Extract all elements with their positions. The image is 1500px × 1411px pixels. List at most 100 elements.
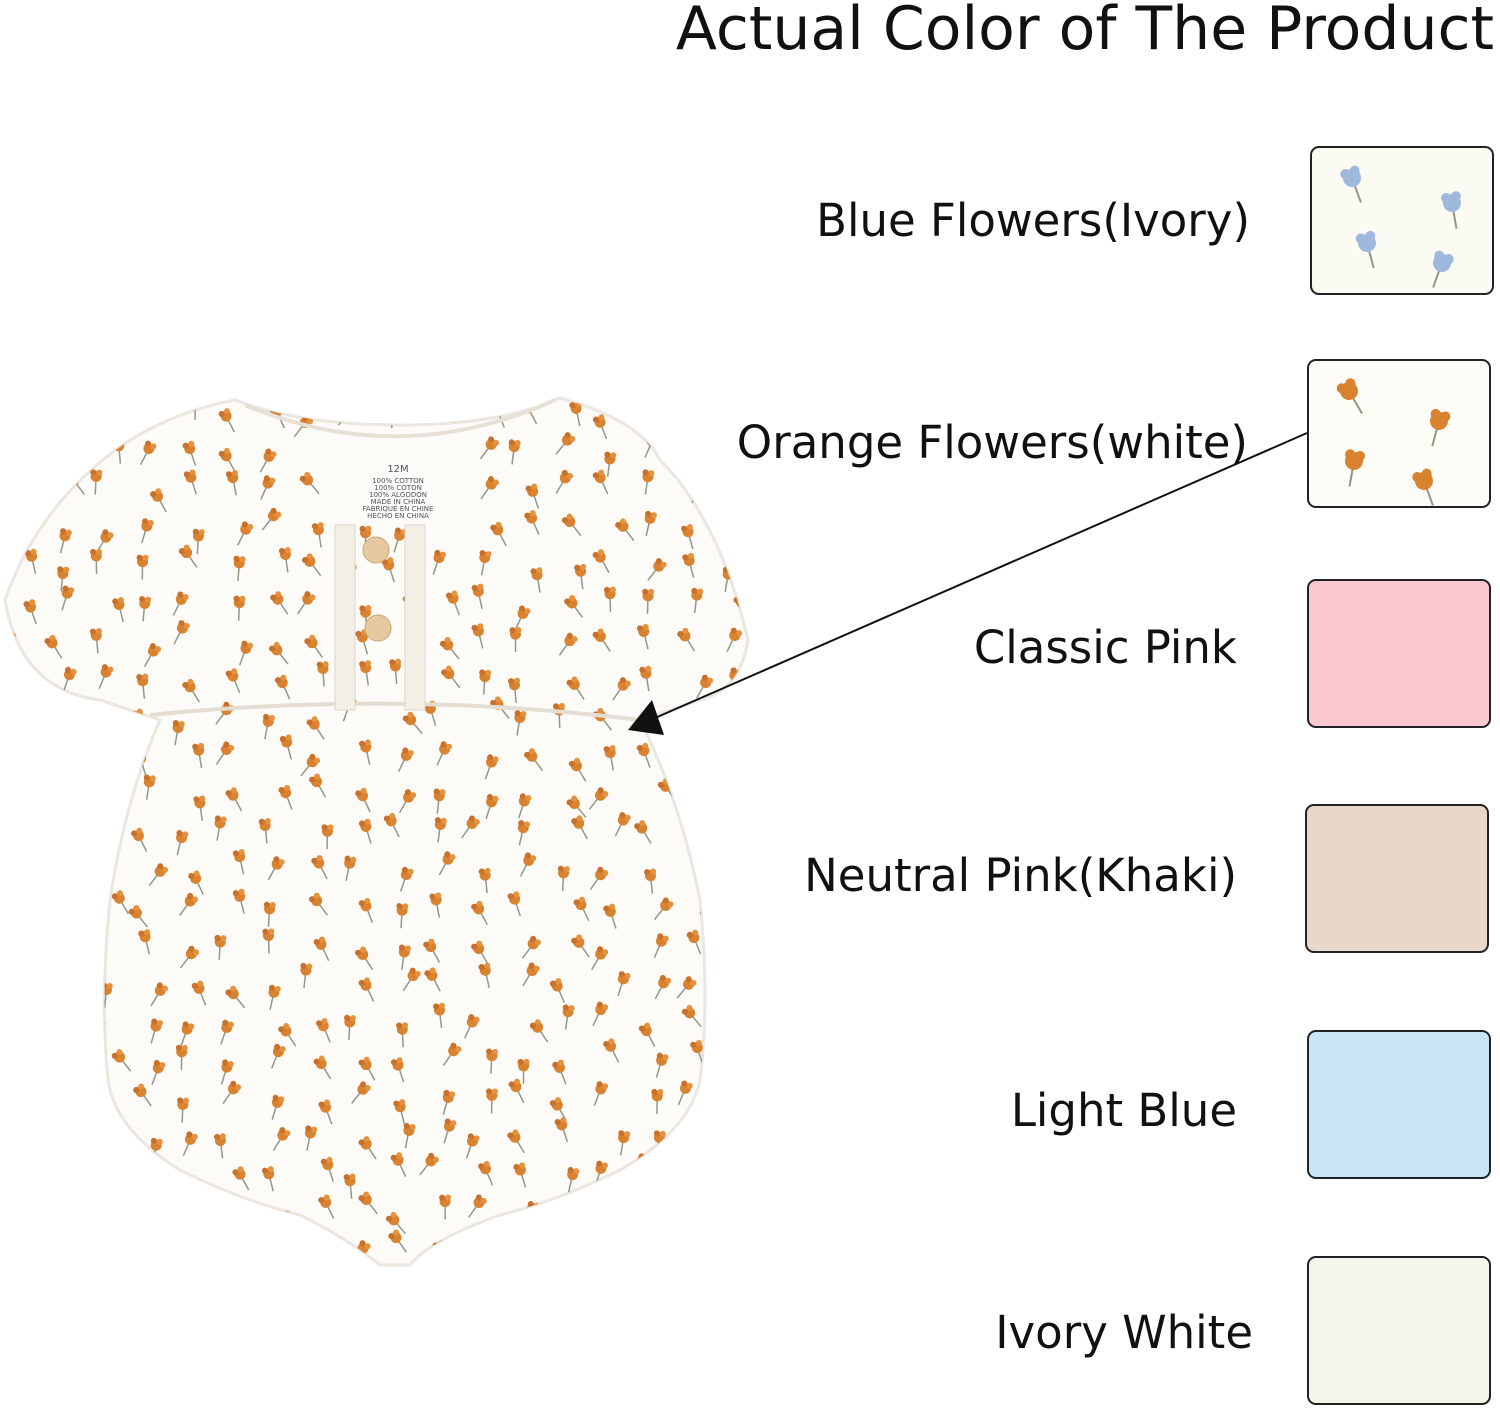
- flower-print-mark: [218, 408, 236, 433]
- flower-print-mark: [604, 451, 617, 477]
- swatch-blue-flowers[interactable]: [1310, 146, 1494, 295]
- flower-print-mark: [343, 1173, 356, 1199]
- flower-print-mark: [215, 741, 235, 765]
- flower-print-mark: [270, 591, 289, 615]
- flower-print-mark: [225, 787, 243, 812]
- flower-print-mark: [634, 820, 652, 844]
- flower-print-mark: [524, 510, 540, 535]
- flower-print-mark: [232, 888, 246, 914]
- flower-print-mark: [178, 544, 198, 568]
- flower-print-mark: [109, 1207, 128, 1232]
- lace-trim-left: [334, 524, 356, 711]
- flower-print-mark: [151, 1060, 166, 1085]
- flower-print-mark: [259, 448, 277, 473]
- flower-print-mark: [651, 1207, 664, 1234]
- swatch-orange-flowers[interactable]: [1307, 359, 1491, 508]
- flower-print-mark: [558, 632, 578, 656]
- flower-print-mark: [12, 1251, 25, 1265]
- flower-print-mark: [192, 1247, 211, 1265]
- flower-print-mark: [100, 1117, 113, 1143]
- flower-print-mark: [304, 634, 323, 658]
- flower-print-mark: [49, 773, 66, 799]
- romper-body: [3, 396, 750, 1267]
- swatch-classic-pink[interactable]: [1307, 579, 1491, 728]
- flower-print-mark: [524, 748, 544, 772]
- flower-print-mark: [214, 815, 227, 841]
- flower-print-mark: [225, 470, 239, 496]
- flower-print-mark: [595, 1240, 608, 1265]
- flower-print-mark: [148, 863, 168, 887]
- flower-print-mark: [232, 849, 246, 875]
- flower-print-mark: [518, 793, 532, 819]
- flower-print-mark: [220, 1019, 234, 1045]
- flower-print-mark: [639, 665, 652, 692]
- color-label-ivory-white: Ivory White: [995, 1306, 1253, 1359]
- flower-print-mark: [592, 469, 609, 495]
- flower-print-mark: [61, 704, 75, 731]
- swatch-neutral-pink[interactable]: [1305, 804, 1489, 953]
- flower-print-mark: [439, 636, 460, 660]
- flower-print-mark: [43, 968, 61, 993]
- flower-print-mark: [562, 1004, 575, 1030]
- swatch-light-blue[interactable]: [1307, 1030, 1491, 1179]
- swatch-ivory-white[interactable]: [1307, 1256, 1491, 1405]
- flower-print-mark: [680, 738, 698, 763]
- flower-print-mark: [721, 1153, 737, 1179]
- flower-print-mark: [728, 1239, 741, 1265]
- flower-print-mark: [98, 664, 114, 689]
- flower-print-mark: [136, 673, 149, 699]
- flower-print-mark: [603, 1038, 620, 1063]
- flower-print-mark: [594, 1160, 608, 1186]
- flower-print-mark: [571, 815, 588, 840]
- flower-print-mark: [66, 867, 79, 893]
- flower-print-mark: [385, 1211, 406, 1235]
- color-label-orange-flowers: Orange Flowers(white): [736, 416, 1248, 469]
- flower-print-mark: [549, 978, 566, 1003]
- flower-print-mark: [299, 471, 320, 495]
- flower-print-mark: [179, 893, 199, 917]
- flower-print-mark: [344, 855, 357, 881]
- flower-print-mark: [261, 1166, 275, 1192]
- flower-print-mark: [193, 795, 206, 821]
- flower-print-mark: [173, 620, 190, 645]
- flower-print-mark: [179, 945, 200, 969]
- flower-print-mark: [130, 827, 148, 852]
- page-title: Actual Color of The Product: [675, 0, 1494, 64]
- flower-print-mark: [478, 962, 491, 988]
- flower-print-mark: [397, 747, 414, 773]
- flower-print-mark: [355, 629, 369, 655]
- flower-print-mark: [396, 903, 409, 929]
- flower-print-mark: [603, 745, 616, 771]
- flower-print-mark: [567, 1166, 580, 1193]
- flower-print-mark: [468, 1194, 487, 1218]
- flower-print-mark: [517, 820, 531, 846]
- flower-print-mark: [429, 892, 442, 918]
- flower-print-mark: [436, 741, 452, 766]
- flower-print-mark: [59, 528, 72, 554]
- flower-print-mark: [731, 887, 748, 912]
- flower-print-mark: [677, 1080, 693, 1106]
- flower-print-mark: [279, 734, 293, 760]
- flower-print-mark: [612, 677, 631, 701]
- flower-print-mark: [321, 824, 334, 850]
- flower-print-mark: [691, 587, 704, 614]
- flower-print-mark: [696, 703, 715, 728]
- flower-print-mark: [15, 908, 30, 934]
- flower-print-mark: [726, 627, 743, 653]
- flower-print-mark: [111, 1049, 132, 1072]
- svg-text:100% ALGODON: 100% ALGODON: [369, 491, 427, 499]
- flower-print-mark: [463, 1014, 480, 1039]
- color-label-neutral-pink: Neutral Pink(Khaki): [804, 849, 1237, 902]
- flower-print-mark: [485, 1088, 498, 1114]
- svg-text:MADE IN CHINA: MADE IN CHINA: [371, 498, 426, 506]
- flower-print-mark: [398, 944, 411, 970]
- flower-print-mark: [143, 643, 162, 668]
- flower-print-mark: [508, 1078, 525, 1104]
- flower-print-mark: [69, 1006, 84, 1032]
- flower-print-mark: [432, 549, 447, 575]
- flower-print-mark: [589, 866, 609, 891]
- flower-print-mark: [11, 670, 30, 695]
- flower-print-mark: [313, 1055, 332, 1080]
- flower-print-mark: [398, 789, 417, 814]
- garment-tag: 12M 100% COTTON 100% COTON 100% ALGODON …: [363, 464, 434, 520]
